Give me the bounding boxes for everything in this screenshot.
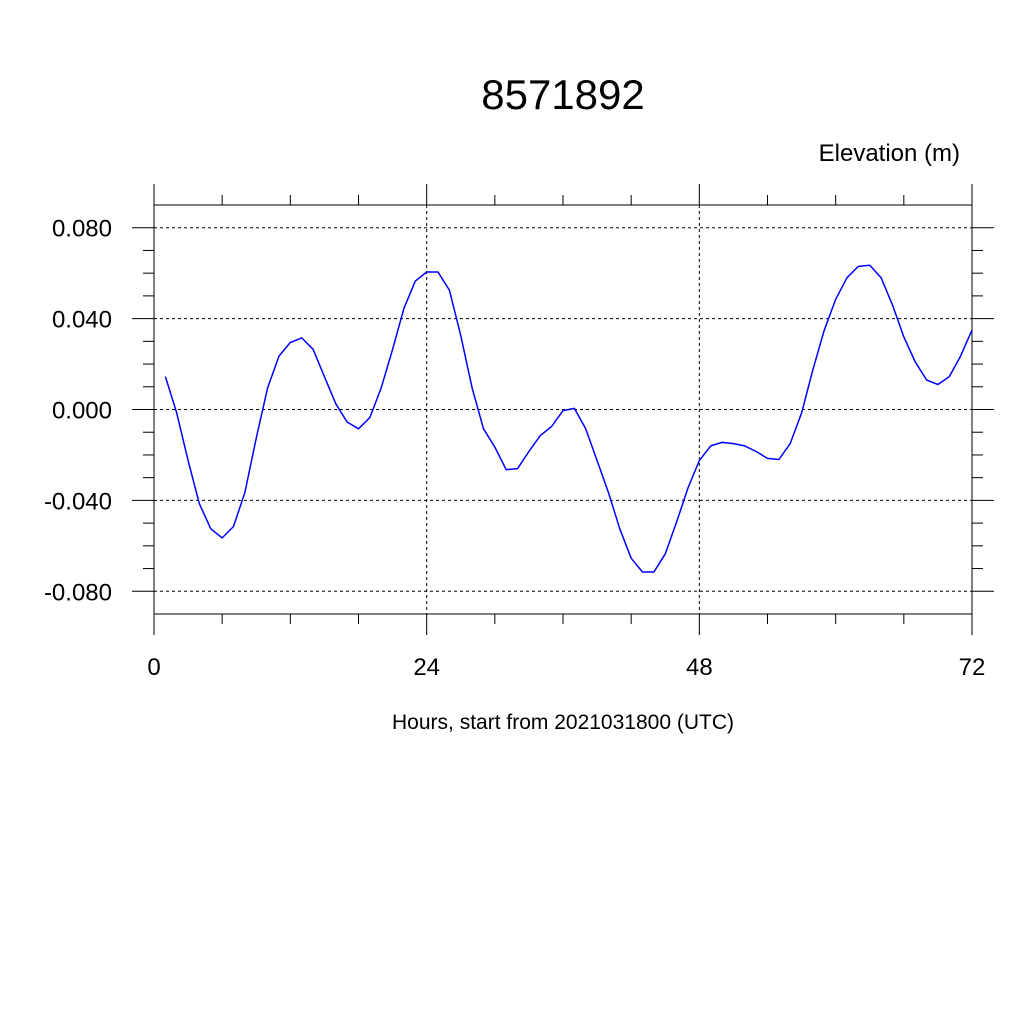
y-tick-label: 0.000 bbox=[52, 398, 112, 425]
y-tick-label: -0.080 bbox=[44, 579, 112, 606]
y-tick-label: 0.040 bbox=[52, 307, 112, 334]
series-layer bbox=[164, 264, 973, 573]
tick-labels: 0 24 48 72 -0.080 -0.040 0.000 0.040 0.080 bbox=[44, 216, 985, 681]
x-axis-label: Hours, start from 2021031800 (UTC) bbox=[392, 711, 734, 734]
x-tick-label: 0 bbox=[147, 654, 160, 681]
chart-title: 8571892 bbox=[481, 71, 645, 118]
axis-ticks bbox=[132, 184, 994, 635]
x-tick-label: 24 bbox=[413, 654, 440, 681]
y-tick-label: -0.040 bbox=[44, 488, 112, 515]
series-line-0 bbox=[164, 264, 973, 573]
x-tick-label: 48 bbox=[686, 654, 713, 681]
y-tick-label: 0.080 bbox=[52, 216, 112, 243]
x-tick-label: 72 bbox=[959, 654, 986, 681]
y-axis-label: Elevation (m) bbox=[819, 140, 960, 167]
